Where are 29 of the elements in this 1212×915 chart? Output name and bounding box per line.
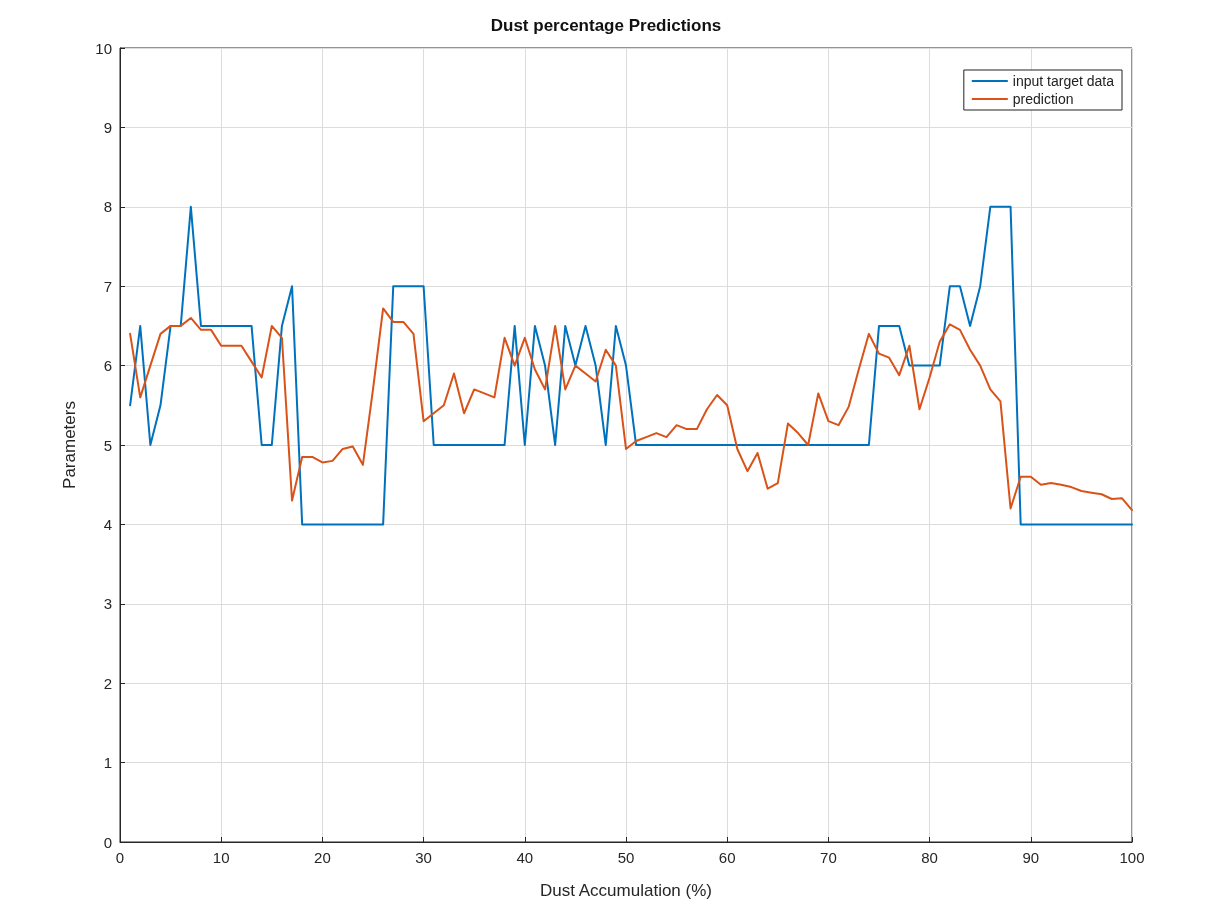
y-tick-label: 5 — [103, 436, 112, 454]
x-tick-label: 30 — [415, 849, 432, 866]
y-tick-label: 6 — [103, 357, 112, 375]
line-series — [129, 205, 1133, 526]
x-tick-label: 100 — [1119, 849, 1145, 866]
x-tick-label: 70 — [820, 849, 837, 866]
y-tick-label: 8 — [103, 198, 112, 216]
y-tick-label: 10 — [95, 39, 112, 57]
x-tick-label: 0 — [115, 849, 125, 866]
x-tick-label: 50 — [617, 849, 635, 866]
x-tick-label: 60 — [718, 849, 736, 866]
x-tick-label: 40 — [516, 849, 534, 866]
y-tick-label: 3 — [103, 595, 112, 613]
x-tick-label: 10 — [212, 849, 230, 866]
y-tick-label: 4 — [103, 515, 112, 533]
line-series — [129, 307, 1133, 512]
x-tick-label: 90 — [1022, 849, 1040, 866]
chart-title: Dust percentage Predictions — [490, 16, 722, 35]
y-tick-label: 7 — [103, 277, 112, 295]
legend-label: input target data — [1012, 73, 1115, 89]
x-tick-label: 20 — [314, 849, 331, 866]
y-tick-label: 1 — [103, 754, 112, 772]
y-tick-label: 9 — [103, 118, 112, 136]
y-tick-label: 0 — [103, 833, 112, 851]
x-axis-title: Dust Accumulation (%) — [540, 881, 712, 900]
x-tick-label: 80 — [921, 849, 938, 866]
y-tick-label: 2 — [103, 674, 112, 692]
y-axis-title: Parameters — [60, 401, 79, 489]
legend-label: prediction — [1012, 91, 1074, 107]
